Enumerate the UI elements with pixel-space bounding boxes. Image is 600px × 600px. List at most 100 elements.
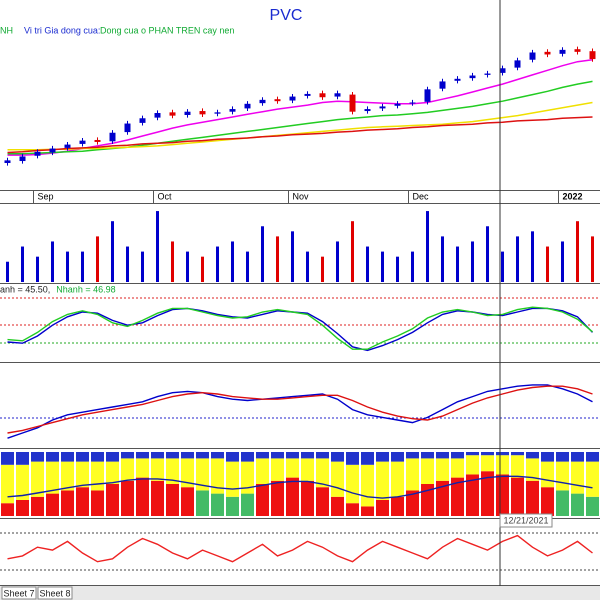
stacked-segment — [526, 452, 539, 459]
stacked-segment — [571, 452, 584, 462]
x-tick-label: 2022 — [563, 191, 583, 201]
candle-body — [424, 89, 431, 102]
volume-bar — [6, 261, 9, 282]
candle-body — [334, 93, 341, 97]
stacked-segment — [31, 496, 44, 516]
indicator-line — [7, 534, 593, 563]
stacked-segment — [361, 452, 374, 465]
stacked-segment — [436, 480, 449, 516]
stacked-segment — [541, 461, 554, 488]
stacked-segment — [391, 461, 404, 497]
stacked-segment — [166, 484, 179, 516]
volume-bar — [81, 251, 84, 282]
candle-body — [304, 93, 311, 96]
stacked-segment — [586, 452, 599, 462]
stacked-segment — [301, 452, 314, 459]
volume-bar — [186, 251, 189, 282]
stacked-segment — [91, 490, 104, 516]
volume-bar — [171, 241, 174, 282]
stacked-segment — [196, 452, 209, 459]
volume-bar — [501, 251, 504, 282]
stacked-segment — [301, 458, 314, 481]
stacked-segment — [151, 452, 164, 459]
stacked-segment — [76, 452, 89, 462]
stacked-segment — [436, 458, 449, 481]
stacked-segment — [196, 490, 209, 516]
stacked-segment — [76, 487, 89, 516]
stacked-segment — [16, 452, 29, 465]
stacked-segment — [46, 493, 59, 516]
sheet-tab[interactable] — [37, 586, 73, 600]
stacked-segment — [91, 452, 104, 462]
volume-bar — [366, 246, 369, 282]
sheet-tab-label[interactable]: Sheet 8 — [39, 588, 70, 598]
stacked-segment — [166, 458, 179, 484]
stacked-segment — [316, 452, 329, 459]
candle-body — [379, 106, 386, 109]
stacked-segment — [541, 452, 554, 462]
stacked-segment — [181, 452, 194, 459]
legend-entry: anh = 45.50, — [0, 284, 50, 294]
stacked-segment — [391, 452, 404, 462]
stacked-segment — [31, 461, 44, 497]
stacked-segment — [91, 461, 104, 491]
volume-bar — [576, 221, 579, 282]
indicator-line — [7, 384, 593, 439]
stacked-segment — [331, 452, 344, 462]
candle-body — [49, 148, 56, 153]
x-tick-label: Sep — [38, 191, 54, 201]
stacked-segment — [286, 477, 299, 516]
volume-bar — [381, 251, 384, 282]
stacked-segment — [361, 506, 374, 516]
stacked-segment — [346, 452, 359, 465]
stacked-segment — [256, 484, 269, 516]
stacked-segment — [121, 458, 134, 481]
stacked-segment — [421, 458, 434, 484]
volume-bar — [561, 241, 564, 282]
stacked-segment — [271, 458, 284, 481]
stacked-segment — [151, 458, 164, 481]
stacked-segment — [376, 452, 389, 462]
candle-body — [574, 49, 581, 52]
volume-bar — [51, 241, 54, 282]
stacked-segment — [556, 461, 569, 491]
annotation-label: Vi tri Gia dong cua: — [24, 25, 100, 35]
stacked-segment — [61, 461, 74, 491]
volume-bar — [141, 251, 144, 282]
sheet-tab[interactable] — [1, 586, 37, 600]
volume-bar — [456, 246, 459, 282]
volume-bar — [261, 226, 264, 282]
stacked-segment — [136, 458, 149, 478]
stacked-segment — [496, 455, 509, 475]
indicator-line — [7, 475, 593, 499]
stacked-segment — [511, 477, 524, 516]
volume-bar — [516, 236, 519, 282]
candle-body — [139, 118, 146, 123]
volume-bar — [546, 246, 549, 282]
stacked-segment — [286, 458, 299, 478]
date-tooltip — [499, 513, 553, 528]
stacked-segment — [406, 458, 419, 491]
stacked-segment — [31, 452, 44, 462]
stacked-segment — [241, 461, 254, 494]
chart-title: PVC — [270, 7, 303, 24]
candle-body — [169, 112, 176, 116]
stacked-segment — [1, 452, 14, 465]
candle-body — [229, 109, 236, 112]
sheet-tab-label[interactable]: Sheet 7 — [3, 588, 34, 598]
stacked-segment — [181, 458, 194, 488]
x-tick-label: Dec — [413, 191, 430, 201]
stacked-segment — [151, 480, 164, 516]
candle-body — [589, 51, 596, 60]
candle-body — [34, 151, 41, 156]
x-tick-label: Oct — [158, 191, 173, 201]
stacked-segment — [346, 503, 359, 516]
stacked-segment — [46, 461, 59, 494]
stacked-segment — [106, 461, 119, 484]
candle-body — [289, 96, 296, 101]
candle-body — [499, 68, 506, 73]
stacked-segment — [271, 480, 284, 516]
stacked-segment — [256, 452, 269, 459]
legend-entry: Nhanh = 46.98 — [56, 284, 115, 294]
stacked-segment — [316, 458, 329, 488]
